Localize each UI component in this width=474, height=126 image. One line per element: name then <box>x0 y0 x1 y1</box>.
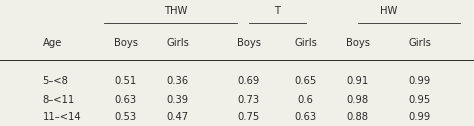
Text: T: T <box>274 6 280 16</box>
Text: Girls: Girls <box>166 38 189 48</box>
Text: 8–<11: 8–<11 <box>43 94 75 105</box>
Text: 0.75: 0.75 <box>238 112 260 122</box>
Text: 0.91: 0.91 <box>347 76 369 86</box>
Text: THW: THW <box>164 6 187 16</box>
Text: 0.98: 0.98 <box>347 94 369 105</box>
Text: 0.99: 0.99 <box>409 76 430 86</box>
Text: 5–<8: 5–<8 <box>43 76 69 86</box>
Text: HW: HW <box>380 6 397 16</box>
Text: 0.73: 0.73 <box>238 94 260 105</box>
Text: 0.65: 0.65 <box>295 76 317 86</box>
Text: Girls: Girls <box>408 38 431 48</box>
Text: 0.36: 0.36 <box>167 76 189 86</box>
Text: 0.63: 0.63 <box>295 112 317 122</box>
Text: 0.6: 0.6 <box>298 94 314 105</box>
Text: Boys: Boys <box>114 38 137 48</box>
Text: 0.69: 0.69 <box>238 76 260 86</box>
Text: 0.63: 0.63 <box>115 94 137 105</box>
Text: Boys: Boys <box>346 38 370 48</box>
Text: 0.39: 0.39 <box>167 94 189 105</box>
Text: 0.88: 0.88 <box>347 112 369 122</box>
Text: 0.53: 0.53 <box>115 112 137 122</box>
Text: 0.95: 0.95 <box>409 94 430 105</box>
Text: Girls: Girls <box>294 38 317 48</box>
Text: Age: Age <box>43 38 62 48</box>
Text: 11–<14: 11–<14 <box>43 112 81 122</box>
Text: 0.51: 0.51 <box>115 76 137 86</box>
Text: 0.99: 0.99 <box>409 112 430 122</box>
Text: 0.47: 0.47 <box>167 112 189 122</box>
Text: Boys: Boys <box>237 38 261 48</box>
